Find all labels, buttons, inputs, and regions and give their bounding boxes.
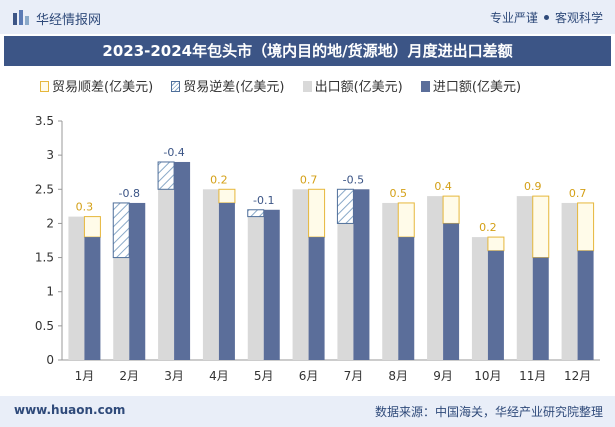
surplus-bar bbox=[83, 216, 101, 238]
legend-deficit-label: 贸易逆差(亿美元) bbox=[183, 80, 285, 95]
import-bar bbox=[308, 237, 325, 360]
x-tick-label: 6月 bbox=[299, 369, 319, 383]
x-tick-label: 1月 bbox=[75, 369, 95, 383]
legend-surplus-swatch bbox=[40, 81, 49, 92]
legend-import: 进口额(亿美元) bbox=[420, 76, 522, 95]
x-tick-label: 2月 bbox=[119, 369, 139, 383]
import-bar bbox=[487, 250, 504, 360]
export-bar bbox=[337, 223, 354, 360]
surplus-bar bbox=[532, 195, 550, 259]
legend-import-swatch bbox=[420, 81, 430, 92]
x-tick-label: 9月 bbox=[433, 369, 453, 383]
export-bar bbox=[247, 216, 264, 360]
brand-tags: 专业严谨 客观科学 bbox=[490, 9, 603, 26]
legend-export: 出口额(亿美元) bbox=[302, 76, 403, 95]
legend-deficit-swatch bbox=[171, 81, 181, 92]
balance-label: 0.4 bbox=[434, 180, 452, 193]
export-bar bbox=[561, 202, 578, 360]
x-tick-label: 8月 bbox=[388, 369, 408, 383]
legend-import-label: 进口额(亿美元) bbox=[432, 80, 522, 95]
chart-legend: 贸易顺差(亿美元) 贸易逆差(亿美元) 出口额(亿美元) 进口额(亿美元) bbox=[40, 76, 535, 95]
deficit-bar bbox=[112, 202, 130, 259]
x-tick-label: 7月 bbox=[344, 369, 364, 383]
y-tick-label: 0 bbox=[46, 353, 54, 367]
export-bar bbox=[427, 196, 444, 360]
tag-objective: 客观科学 bbox=[554, 11, 603, 25]
import-bar bbox=[443, 223, 460, 360]
y-tick-label: 1 bbox=[46, 285, 54, 299]
export-bar bbox=[516, 196, 533, 360]
surplus-bar bbox=[577, 202, 595, 252]
balance-label: 0.7 bbox=[569, 187, 587, 200]
x-tick-label: 11月 bbox=[519, 369, 546, 383]
top-bar: 华经情报网 专业严谨 客观科学 bbox=[0, 0, 615, 34]
import-bar bbox=[532, 257, 549, 360]
export-bar bbox=[68, 216, 85, 360]
import-bar bbox=[577, 250, 594, 360]
import-bar bbox=[353, 189, 370, 360]
y-tick-label: 3.5 bbox=[35, 114, 54, 128]
x-tick-label: 5月 bbox=[254, 369, 274, 383]
surplus-bar bbox=[487, 236, 505, 252]
balance-label: -0.5 bbox=[343, 173, 364, 186]
surplus-bar bbox=[397, 202, 415, 238]
title-bar: 2023-2024年包头市（境内目的地/货源地）月度进出口差额 bbox=[4, 36, 611, 66]
export-bar bbox=[113, 257, 130, 360]
balance-label: 0.7 bbox=[300, 173, 318, 186]
legend-surplus: 贸易顺差(亿美元) bbox=[40, 76, 153, 95]
deficit-bar bbox=[157, 161, 175, 190]
export-bar bbox=[202, 189, 219, 360]
surplus-bar bbox=[308, 188, 326, 238]
brand-name: 华经情报网 bbox=[36, 13, 102, 28]
x-tick-label: 3月 bbox=[164, 369, 184, 383]
surplus-bar bbox=[442, 195, 460, 224]
balance-label: 0.2 bbox=[479, 221, 497, 234]
data-source: 数据来源：中国海关，华经产业研究院整理 bbox=[374, 405, 603, 419]
chart-title: 2023-2024年包头市（境内目的地/货源地）月度进出口差额 bbox=[102, 42, 513, 60]
balance-label: 0.9 bbox=[524, 180, 542, 193]
export-bar bbox=[292, 189, 309, 360]
surplus-bar bbox=[218, 188, 236, 204]
legend-deficit: 贸易逆差(亿美元) bbox=[171, 76, 284, 95]
export-bar bbox=[382, 202, 399, 360]
balance-label: -0.8 bbox=[119, 187, 140, 200]
website-link[interactable]: www.huaon.com bbox=[14, 403, 126, 417]
balance-label: -0.4 bbox=[163, 146, 184, 159]
tag-professional: 专业严谨 bbox=[489, 11, 538, 25]
export-bar bbox=[471, 237, 488, 360]
balance-label: 0.5 bbox=[390, 187, 408, 200]
y-tick-label: 1.5 bbox=[35, 251, 54, 265]
import-bar bbox=[218, 202, 235, 360]
y-tick-label: 2.5 bbox=[35, 182, 54, 196]
balance-label: 0.2 bbox=[210, 173, 228, 186]
export-bar bbox=[158, 189, 175, 360]
brand-logo-icon bbox=[13, 10, 29, 25]
legend-surplus-label: 贸易顺差(亿美元) bbox=[52, 80, 154, 95]
import-bar bbox=[84, 237, 101, 360]
legend-export-swatch bbox=[302, 81, 312, 92]
import-bar bbox=[129, 202, 146, 360]
deficit-bar bbox=[247, 209, 265, 218]
y-tick-label: 2 bbox=[46, 216, 54, 230]
footer-bar: www.huaon.com 数据来源：中国海关，华经产业研究院整理 bbox=[0, 396, 615, 427]
balance-label: 0.3 bbox=[76, 201, 94, 214]
import-bar bbox=[398, 237, 415, 360]
x-tick-label: 10月 bbox=[474, 369, 501, 383]
deficit-bar bbox=[336, 188, 354, 224]
import-bar bbox=[263, 209, 280, 360]
import-bar bbox=[174, 161, 191, 360]
y-tick-label: 0.5 bbox=[35, 319, 54, 333]
x-tick-label: 12月 bbox=[564, 369, 591, 383]
x-tick-label: 4月 bbox=[209, 369, 229, 383]
y-tick-label: 3 bbox=[46, 148, 54, 162]
separator-dot-icon bbox=[543, 15, 549, 20]
legend-export-label: 出口额(亿美元) bbox=[314, 80, 403, 95]
balance-label: -0.1 bbox=[253, 194, 274, 207]
